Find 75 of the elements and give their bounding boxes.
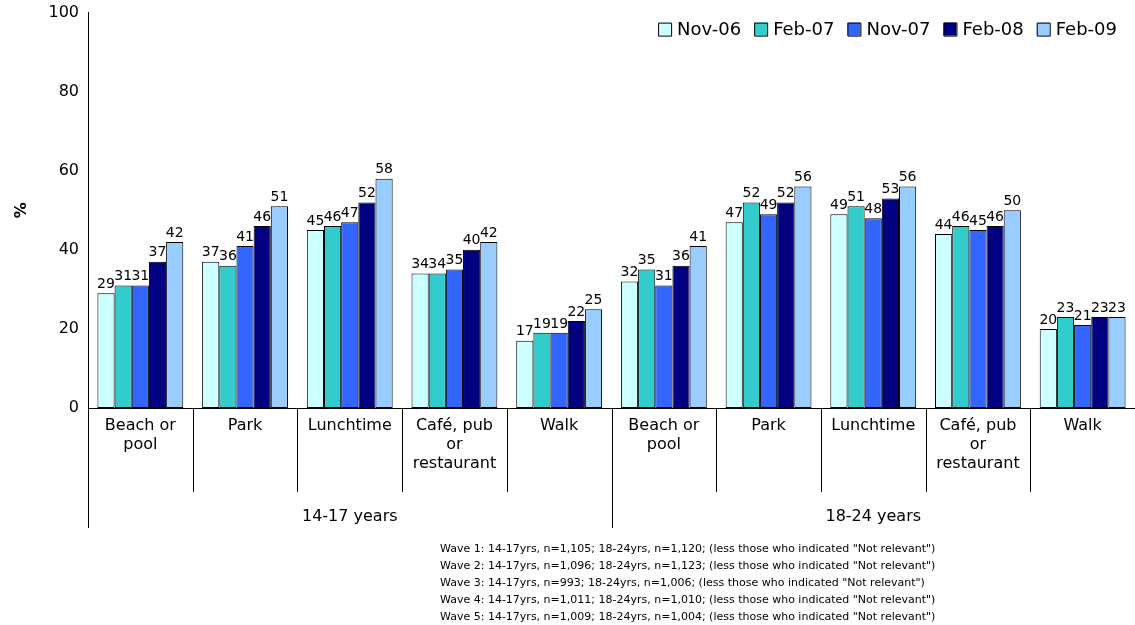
- data-label: 46: [951, 207, 970, 224]
- legend-label: Feb-09: [1055, 18, 1118, 40]
- x-tick-label: Beach or pool: [104, 414, 177, 453]
- data-label: 34: [411, 255, 430, 272]
- data-label: 50: [1003, 191, 1022, 208]
- data-label: 19: [533, 314, 551, 331]
- y-tick-label: 40: [58, 239, 79, 258]
- x-tick-label: Walk: [539, 414, 580, 434]
- y-tick-label: 80: [58, 80, 79, 100]
- x-tick-label: Lunchtime: [831, 414, 916, 434]
- data-label: 23: [1108, 298, 1126, 315]
- data-label: 40: [462, 231, 481, 248]
- data-label: 46: [253, 207, 272, 224]
- data-label: 47: [340, 203, 359, 220]
- legend-label: Feb-07: [773, 18, 835, 40]
- y-tick-label: 0: [68, 397, 79, 417]
- data-label: 46: [323, 207, 342, 224]
- data-label: 23: [1056, 298, 1075, 315]
- x-tick-label: Café, pub or restaurant: [936, 414, 1020, 473]
- x-tick-label: Café, pub or restaurant: [412, 414, 497, 473]
- data-label: 53: [881, 180, 900, 197]
- text: 18-24 years: [825, 506, 922, 526]
- data-label: 42: [479, 223, 498, 240]
- data-label: 45: [306, 211, 325, 228]
- data-label: 36: [218, 247, 237, 264]
- data-label: 25: [584, 290, 603, 307]
- data-label: 44: [934, 215, 953, 232]
- data-label: 31: [654, 267, 673, 284]
- data-label: 47: [725, 203, 744, 220]
- legend-label: Feb-08: [962, 18, 1024, 40]
- data-label: 31: [131, 267, 150, 284]
- data-label: 51: [270, 187, 289, 204]
- data-label: 35: [445, 251, 464, 268]
- data-label: 42: [165, 223, 184, 240]
- data-label: 56: [793, 168, 812, 185]
- x-tick-label: Park: [751, 414, 787, 434]
- data-label: 49: [829, 195, 848, 212]
- data-label: 35: [637, 251, 656, 268]
- text: Wave 1: 14-17yrs, n=1,105; 18-24yrs, n=1,120; (less those who indicated "Not relevant") Wave 2: 14-17yrs, n=1,096; 18-24yrs, n=1,123; (less those who indicated "Not relevant") Wave 3: 14-17yrs, n=993; 18-24yrs, n=1,006; (less those who indicated "Not relevant") Wave 4: 14-17yrs, n=1,011; 18-24yrs, n=1,010; (less those who indicated "Not relevant") Wave 5: 14-17yrs, n=1,009; 18-24yrs, n=1,004; (less those who indicated "Not relevant"): [440, 541, 936, 623]
- data-label: 56: [898, 168, 917, 185]
- legend-label: Nov-06: [677, 18, 742, 40]
- x-tick-label: Park: [227, 414, 264, 434]
- y-tick-label: 100: [48, 1, 79, 21]
- data-label: 32: [620, 263, 639, 280]
- data-label: 36: [672, 247, 691, 264]
- x-tick-label: Walk: [1063, 414, 1103, 434]
- data-label: 37: [148, 243, 167, 260]
- data-label: 19: [550, 314, 569, 331]
- data-label: 21: [1073, 306, 1092, 323]
- data-label: 34: [428, 255, 447, 272]
- data-label: 52: [358, 184, 376, 201]
- x-tick-label: Beach or pool: [628, 414, 700, 453]
- text: 14-17 years: [301, 506, 398, 526]
- data-label: 52: [776, 184, 795, 201]
- data-label: 58: [375, 160, 394, 177]
- data-label: 41: [236, 227, 254, 244]
- legend-label: Nov-07: [866, 18, 931, 40]
- data-label: 23: [1090, 298, 1109, 315]
- y-axis-title: %: [10, 202, 30, 219]
- data-label: 41: [689, 227, 708, 244]
- data-label: 48: [864, 199, 883, 216]
- x-tick-label: Lunchtime: [307, 414, 392, 434]
- data-label: 37: [201, 243, 220, 260]
- data-label: 46: [986, 207, 1005, 224]
- y-tick-label: 20: [58, 318, 79, 338]
- data-label: 51: [847, 187, 865, 204]
- y-tick-label: 60: [58, 159, 79, 179]
- data-label: 52: [742, 184, 761, 201]
- data-label: 45: [969, 211, 987, 228]
- data-label: 20: [1039, 310, 1058, 327]
- data-label: 31: [114, 267, 133, 284]
- data-label: 22: [567, 302, 586, 319]
- data-label: 17: [515, 322, 534, 339]
- data-label: 29: [97, 274, 115, 291]
- data-label: 49: [759, 195, 778, 212]
